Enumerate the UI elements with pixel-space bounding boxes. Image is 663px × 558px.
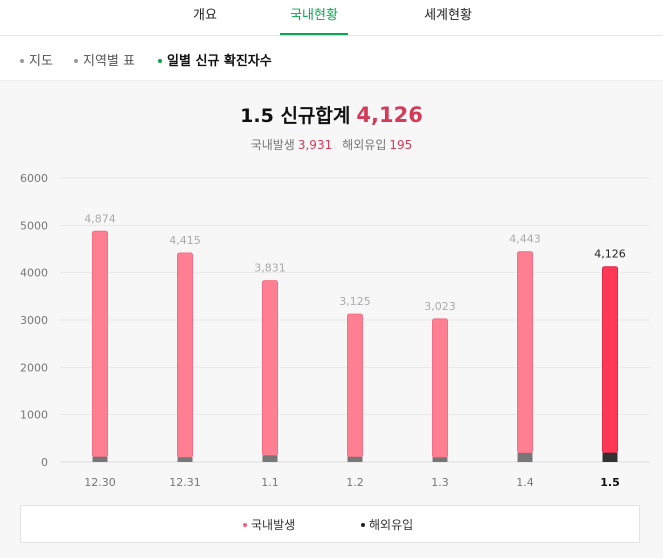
bar-domestic [432, 318, 448, 458]
overseas-value: 195 [389, 138, 413, 152]
sub-tab-bar: 지도 지역별 표 일별 신규 확진자수 [0, 36, 663, 81]
bar-overseas [92, 456, 108, 462]
y-tick-label: 1000 [20, 409, 48, 422]
bar-overseas [517, 452, 533, 462]
bullet-icon [74, 58, 78, 63]
subtab-region-table[interactable]: 지역별 표 [74, 50, 135, 69]
subtab-daily-new-cases-label: 일별 신규 확진자수 [167, 54, 272, 69]
x-tick-label: 1.4 [516, 476, 534, 489]
bullet-icon [158, 58, 162, 63]
subtab-map-label: 지도 [29, 54, 53, 69]
domestic-value: 3,931 [297, 138, 333, 152]
bar-domestic [517, 251, 533, 454]
subtab-region-table-label: 지역별 표 [83, 54, 135, 69]
x-tick-label: 12.31 [169, 476, 201, 489]
y-tick-label: 4000 [20, 267, 48, 280]
chart-legend: 국내발생 해외유입 [20, 505, 640, 543]
bar-total-label: 3,023 [424, 300, 456, 313]
domestic-label: 국내발생 [250, 138, 295, 152]
legend-item-overseas: 해외유입 [361, 516, 413, 533]
bullet-icon [20, 58, 24, 63]
bar-overseas [347, 456, 363, 462]
chart-title: 1.5 신규합계 [240, 105, 351, 127]
legend-dot-icon [361, 522, 365, 527]
bar-total-label: 4,415 [169, 234, 201, 247]
bar-overseas [177, 457, 193, 462]
x-tick-label: 1.1 [261, 476, 279, 489]
bar-domestic [347, 313, 363, 458]
legend-dot-icon [243, 522, 247, 527]
x-tick-label: 12.30 [84, 476, 116, 489]
legend-overseas-label: 해외유입 [369, 518, 414, 532]
tab-overview[interactable]: 개요 [193, 8, 217, 23]
overseas-label: 해외유입 [342, 138, 387, 152]
chart-breakdown: 국내발생 3,931 해외유입 195 [0, 136, 663, 153]
y-tick-label: 3000 [20, 314, 48, 327]
chart-total: 4,126 [356, 103, 423, 127]
daily-cases-bar-chart: 0 1000 2000 3000 4000 5000 6000 4,874 12.30 4,415… [20, 172, 650, 489]
bar-total-label: 4,874 [84, 212, 116, 225]
subtab-daily-new-cases[interactable]: 일별 신규 확진자수 [158, 50, 272, 69]
chart-header: 1.5 신규합계 4,126 [0, 101, 663, 128]
tab-world[interactable]: 세계현황 [424, 8, 472, 23]
bar-overseas [602, 452, 618, 462]
y-tick-label: 0 [41, 456, 48, 469]
bar-total-label: 3,125 [339, 295, 371, 308]
top-tab-bar: 개요 국내현황 세계현황 [0, 0, 663, 36]
bar-overseas [262, 455, 278, 462]
y-tick-label: 2000 [20, 361, 48, 374]
x-tick-label: 1.3 [431, 476, 449, 489]
bar-domestic [262, 280, 278, 457]
bar-total-label: 4,443 [509, 233, 541, 246]
bar-domestic [602, 266, 618, 454]
bar-domestic [177, 252, 193, 458]
y-tick-label: 6000 [20, 172, 48, 185]
subtab-map[interactable]: 지도 [20, 50, 53, 69]
bar-overseas [432, 457, 448, 462]
x-tick-label: 1.5 [600, 476, 620, 489]
bar-total-label: 4,126 [594, 248, 626, 261]
x-tick-label: 1.2 [346, 476, 364, 489]
legend-domestic-label: 국내발생 [251, 518, 296, 532]
legend-item-domestic: 국내발생 [243, 516, 295, 533]
y-tick-label: 5000 [20, 219, 48, 232]
bar-total-label: 3,831 [254, 262, 286, 275]
bar-domestic [92, 230, 108, 458]
tab-domestic[interactable]: 국내현황 [280, 0, 348, 35]
